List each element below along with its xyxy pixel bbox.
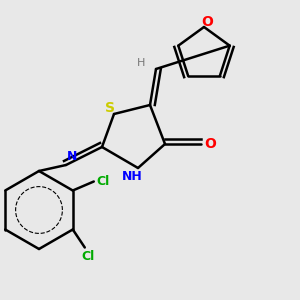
Text: NH: NH: [122, 170, 142, 184]
Text: H: H: [137, 58, 145, 68]
Text: O: O: [204, 137, 216, 151]
Text: N: N: [67, 149, 77, 163]
Text: Cl: Cl: [81, 250, 94, 263]
Text: S: S: [104, 101, 115, 115]
Text: Cl: Cl: [96, 175, 110, 188]
Text: O: O: [201, 16, 213, 29]
